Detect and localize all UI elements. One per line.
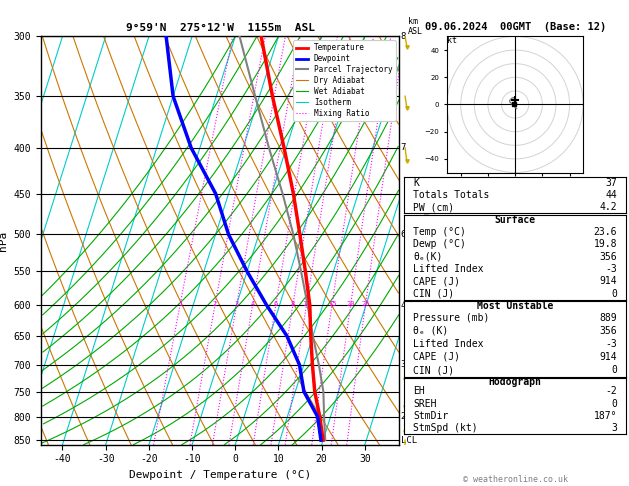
Text: StmSpd (kt): StmSpd (kt) bbox=[413, 423, 478, 433]
Text: Mixing Ratio (g/kg): Mixing Ratio (g/kg) bbox=[421, 193, 430, 288]
Text: 20: 20 bbox=[347, 301, 355, 307]
Text: 23.6: 23.6 bbox=[594, 227, 617, 237]
Text: Temp (°C): Temp (°C) bbox=[413, 227, 466, 237]
Text: EH: EH bbox=[413, 386, 425, 397]
Text: -3: -3 bbox=[605, 339, 617, 349]
Text: Pressure (mb): Pressure (mb) bbox=[413, 312, 490, 323]
Text: CIN (J): CIN (J) bbox=[413, 289, 454, 299]
Text: LCL: LCL bbox=[401, 435, 417, 445]
Text: 0: 0 bbox=[611, 365, 617, 375]
Text: 914: 914 bbox=[599, 277, 617, 286]
Text: 10: 10 bbox=[302, 301, 311, 307]
Text: 8: 8 bbox=[291, 301, 295, 307]
Text: StmDir: StmDir bbox=[413, 411, 448, 421]
Text: 19.8: 19.8 bbox=[594, 240, 617, 249]
Legend: Temperature, Dewpoint, Parcel Trajectory, Dry Adiabat, Wet Adiabat, Isotherm, Mi: Temperature, Dewpoint, Parcel Trajectory… bbox=[293, 40, 396, 121]
Text: 4.2: 4.2 bbox=[599, 202, 617, 212]
Text: 44: 44 bbox=[605, 190, 617, 200]
Text: 356: 356 bbox=[599, 326, 617, 336]
Text: 1: 1 bbox=[178, 301, 182, 307]
Text: km
ASL: km ASL bbox=[408, 17, 423, 36]
Title: 9°59'N  275°12'W  1155m  ASL: 9°59'N 275°12'W 1155m ASL bbox=[126, 23, 314, 33]
Text: 2: 2 bbox=[401, 412, 406, 421]
Y-axis label: hPa: hPa bbox=[0, 230, 8, 251]
Text: θₑ(K): θₑ(K) bbox=[413, 252, 443, 261]
Text: 0: 0 bbox=[611, 289, 617, 299]
Text: 4: 4 bbox=[250, 301, 255, 307]
Text: 3: 3 bbox=[235, 301, 239, 307]
X-axis label: Dewpoint / Temperature (°C): Dewpoint / Temperature (°C) bbox=[129, 470, 311, 480]
Text: 0: 0 bbox=[611, 399, 617, 409]
Text: SREH: SREH bbox=[413, 399, 437, 409]
Text: Lifted Index: Lifted Index bbox=[413, 264, 484, 274]
Text: © weatheronline.co.uk: © weatheronline.co.uk bbox=[463, 474, 567, 484]
Text: 2: 2 bbox=[213, 301, 217, 307]
Text: Surface: Surface bbox=[494, 215, 536, 226]
Text: Most Unstable: Most Unstable bbox=[477, 301, 554, 311]
Text: CAPE (J): CAPE (J) bbox=[413, 277, 460, 286]
Text: θₑ (K): θₑ (K) bbox=[413, 326, 448, 336]
Text: kt: kt bbox=[447, 36, 457, 46]
Text: 187°: 187° bbox=[594, 411, 617, 421]
Text: 25: 25 bbox=[361, 301, 370, 307]
Text: 09.06.2024  00GMT  (Base: 12): 09.06.2024 00GMT (Base: 12) bbox=[425, 21, 606, 32]
Text: 7: 7 bbox=[401, 143, 406, 153]
Text: 914: 914 bbox=[599, 352, 617, 362]
Text: 889: 889 bbox=[599, 312, 617, 323]
Text: Hodograph: Hodograph bbox=[489, 377, 542, 387]
Text: Dewp (°C): Dewp (°C) bbox=[413, 240, 466, 249]
Text: Lifted Index: Lifted Index bbox=[413, 339, 484, 349]
Text: 6: 6 bbox=[401, 230, 406, 239]
Text: 4: 4 bbox=[401, 301, 406, 310]
Text: -2: -2 bbox=[605, 386, 617, 397]
Text: 8: 8 bbox=[401, 32, 406, 41]
Text: 356: 356 bbox=[599, 252, 617, 261]
Text: 3: 3 bbox=[611, 423, 617, 433]
Text: PW (cm): PW (cm) bbox=[413, 202, 454, 212]
Text: -3: -3 bbox=[605, 264, 617, 274]
Text: Totals Totals: Totals Totals bbox=[413, 190, 490, 200]
Text: 3: 3 bbox=[401, 361, 406, 369]
Text: CIN (J): CIN (J) bbox=[413, 365, 454, 375]
Text: K: K bbox=[413, 178, 419, 188]
Text: 6: 6 bbox=[274, 301, 278, 307]
Text: CAPE (J): CAPE (J) bbox=[413, 352, 460, 362]
Text: 37: 37 bbox=[605, 178, 617, 188]
Text: 15: 15 bbox=[328, 301, 336, 307]
